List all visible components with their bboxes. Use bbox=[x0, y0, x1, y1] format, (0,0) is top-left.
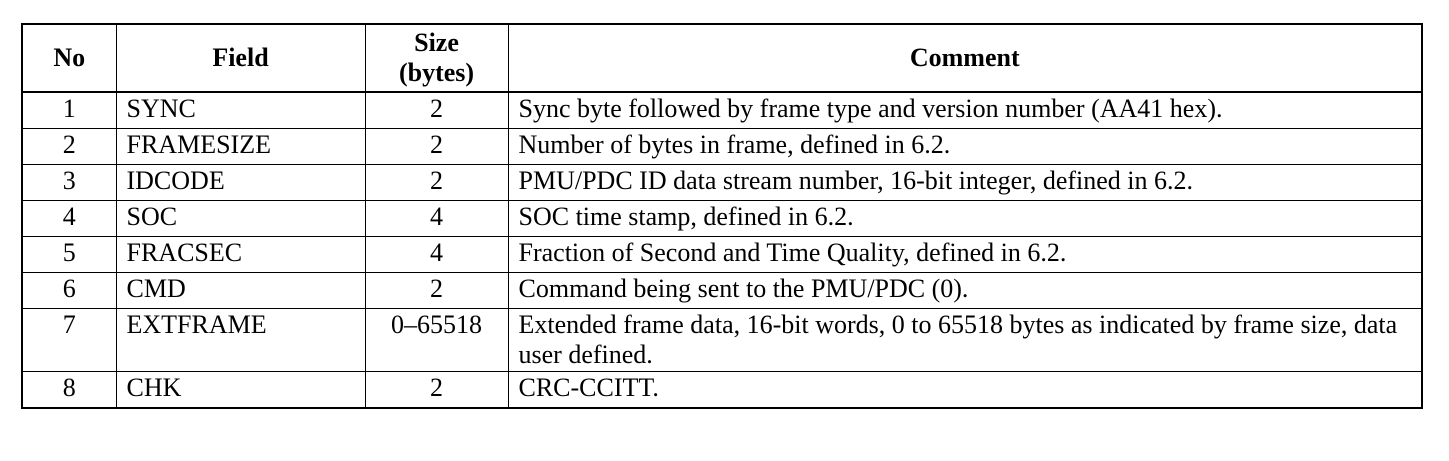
cell-comment: Number of bytes in frame, defined in 6.2… bbox=[507, 128, 1423, 165]
cell-comment: Fraction of Second and Time Quality, def… bbox=[507, 236, 1423, 273]
table-row: 2 FRAMESIZE 2 Number of bytes in frame, … bbox=[21, 128, 1423, 165]
table-row: 5 FRACSEC 4 Fraction of Second and Time … bbox=[21, 236, 1423, 273]
cell-field: EXTFRAME bbox=[115, 308, 366, 372]
cell-no: 8 bbox=[21, 371, 117, 409]
cell-no: 3 bbox=[21, 164, 117, 201]
table-row: 4 SOC 4 SOC time stamp, defined in 6.2. bbox=[21, 200, 1423, 237]
cell-field: CHK bbox=[115, 371, 366, 409]
cell-comment: CRC-CCITT. bbox=[507, 371, 1423, 409]
header-field: Field bbox=[115, 23, 366, 93]
cell-no: 6 bbox=[21, 272, 117, 309]
cell-size: 2 bbox=[364, 91, 509, 129]
table-row: 6 CMD 2 Command being sent to the PMU/PD… bbox=[21, 272, 1423, 309]
cell-no: 5 bbox=[21, 236, 117, 273]
command-frame-table-container: No Field Size (bytes) Comment 1 SYNC 2 S… bbox=[21, 23, 1423, 409]
cell-size: 2 bbox=[364, 371, 509, 409]
cell-field: FRAMESIZE bbox=[115, 128, 366, 165]
header-size: Size (bytes) bbox=[364, 23, 509, 93]
cell-size: 2 bbox=[364, 164, 509, 201]
cell-no: 2 bbox=[21, 128, 117, 165]
cell-comment: Sync byte followed by frame type and ver… bbox=[507, 91, 1423, 129]
table-row: 7 EXTFRAME 0–65518 Extended frame data, … bbox=[21, 308, 1423, 372]
cell-comment: Extended frame data, 16-bit words, 0 to … bbox=[507, 308, 1423, 372]
header-no: No bbox=[21, 23, 117, 93]
command-frame-table: No Field Size (bytes) Comment 1 SYNC 2 S… bbox=[21, 23, 1423, 409]
header-comment: Comment bbox=[507, 23, 1423, 93]
cell-size: 2 bbox=[364, 272, 509, 309]
cell-no: 7 bbox=[21, 308, 117, 372]
cell-size: 4 bbox=[364, 236, 509, 273]
table-header-row: No Field Size (bytes) Comment bbox=[21, 23, 1423, 93]
cell-no: 1 bbox=[21, 91, 117, 129]
cell-field: SYNC bbox=[115, 91, 366, 129]
table-row: 3 IDCODE 2 PMU/PDC ID data stream number… bbox=[21, 164, 1423, 201]
cell-field: CMD bbox=[115, 272, 366, 309]
cell-size: 0–65518 bbox=[364, 308, 509, 372]
cell-comment: SOC time stamp, defined in 6.2. bbox=[507, 200, 1423, 237]
cell-field: SOC bbox=[115, 200, 366, 237]
header-size-line1: Size bbox=[414, 28, 459, 57]
table-row: 1 SYNC 2 Sync byte followed by frame typ… bbox=[21, 91, 1423, 129]
cell-field: FRACSEC bbox=[115, 236, 366, 273]
table-row: 8 CHK 2 CRC-CCITT. bbox=[21, 371, 1423, 409]
cell-no: 4 bbox=[21, 200, 117, 237]
cell-comment: Command being sent to the PMU/PDC (0). bbox=[507, 272, 1423, 309]
cell-size: 4 bbox=[364, 200, 509, 237]
cell-field: IDCODE bbox=[115, 164, 366, 201]
header-size-line2: (bytes) bbox=[398, 58, 475, 87]
cell-comment: PMU/PDC ID data stream number, 16-bit in… bbox=[507, 164, 1423, 201]
cell-size: 2 bbox=[364, 128, 509, 165]
